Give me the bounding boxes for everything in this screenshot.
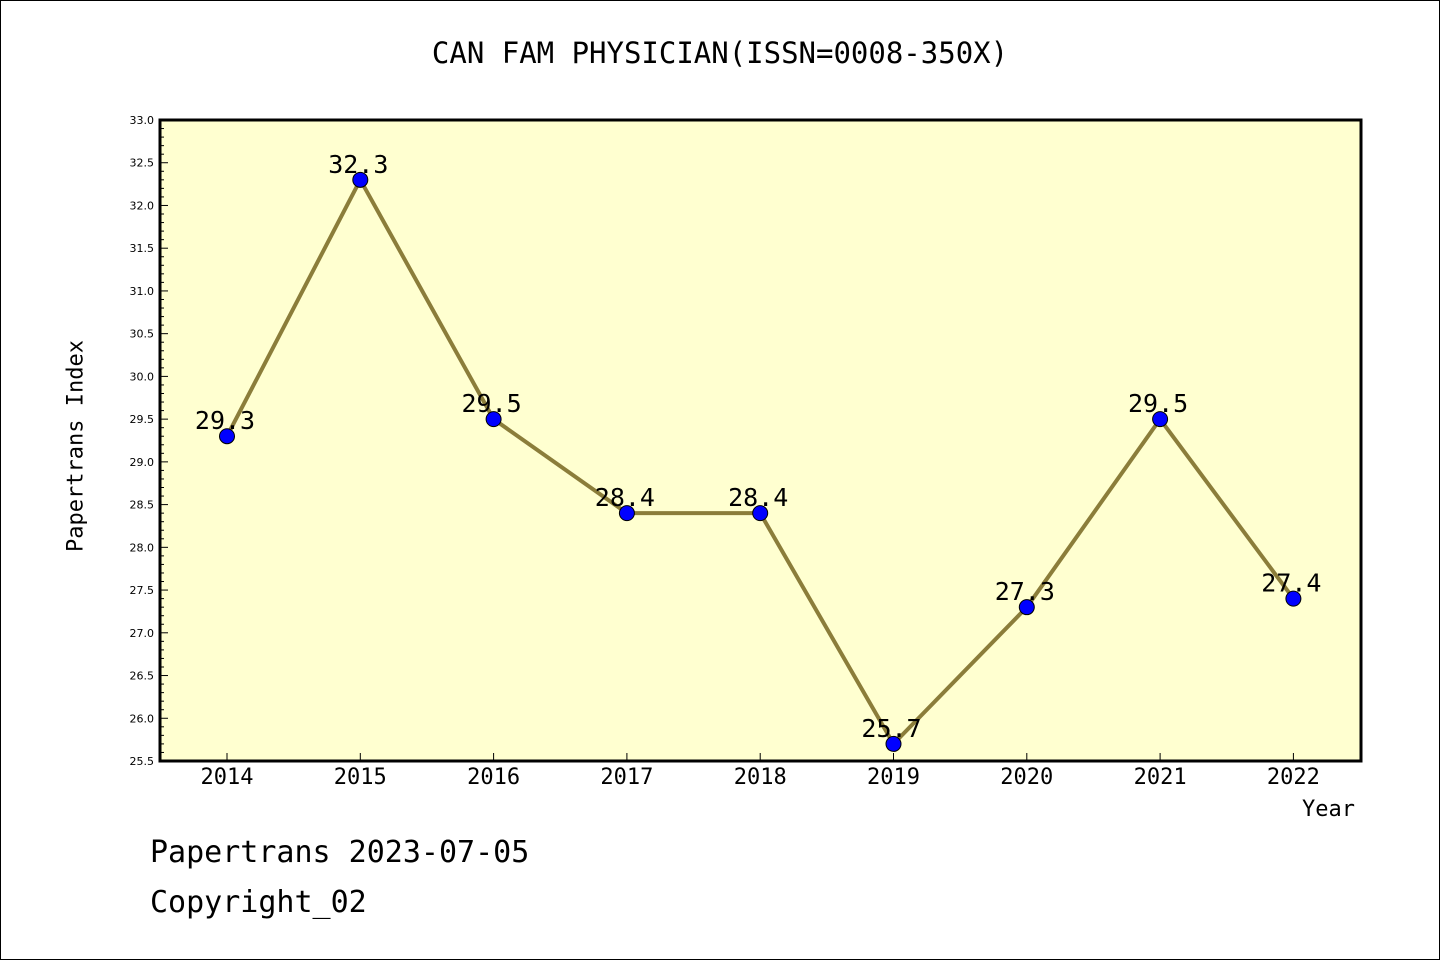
chart-title: CAN FAM PHYSICIAN(ISSN=0008-350X) <box>431 36 1009 70</box>
y-tick-label: 30.5 <box>130 328 155 341</box>
data-label: 32.3 <box>328 150 388 179</box>
data-point <box>485 411 502 428</box>
y-tick-label: 25.5 <box>130 755 155 768</box>
x-tick-label: 2021 <box>1134 765 1187 790</box>
y-tick-label: 29.0 <box>130 456 155 469</box>
data-label: 27.4 <box>1261 569 1321 598</box>
x-tick-label: 2020 <box>1000 765 1053 790</box>
footer-copyright: Copyright_02 <box>150 885 367 920</box>
y-tick-label: 28.5 <box>130 499 155 512</box>
x-axis-label: Year <box>1302 797 1355 822</box>
data-label: 29.3 <box>195 406 255 435</box>
plot-border <box>158 118 1363 763</box>
y-tick-label: 32.0 <box>130 199 155 212</box>
y-tick-label: 27.0 <box>130 627 155 640</box>
data-label: 25.7 <box>861 714 921 743</box>
y-tick-label: 33.0 <box>130 114 155 127</box>
data-point <box>219 428 235 445</box>
data-point <box>1018 599 1035 616</box>
y-tick-label: 26.0 <box>130 712 155 725</box>
x-tick-label: 2022 <box>1267 765 1320 790</box>
x-tick-label: 2017 <box>600 765 653 790</box>
y-tick-label: 29.5 <box>130 413 155 426</box>
x-tick-label: 2015 <box>334 765 387 790</box>
data-label: 29.5 <box>461 389 521 418</box>
data-label: 27.3 <box>995 577 1055 606</box>
y-tick-label: 27.5 <box>130 584 155 597</box>
data-point <box>1285 590 1302 607</box>
x-tick-label: 2014 <box>201 765 254 790</box>
y-tick-label: 28.0 <box>130 541 155 554</box>
data-label: 28.4 <box>728 483 788 512</box>
y-tick-label: 32.5 <box>130 157 155 170</box>
y-tick-label: 31.0 <box>130 285 155 298</box>
data-point <box>885 735 902 752</box>
data-label: 28.4 <box>595 483 655 512</box>
plot-area <box>160 120 1361 761</box>
data-point <box>1152 411 1169 428</box>
data-label: 29.5 <box>1128 389 1188 418</box>
x-tick-label: 2019 <box>867 765 920 790</box>
y-tick-label: 31.5 <box>130 242 155 255</box>
x-tick-label: 2016 <box>467 765 520 790</box>
y-tick-label: 26.5 <box>130 670 155 683</box>
data-point <box>752 505 769 522</box>
x-tick-label: 2018 <box>734 765 787 790</box>
y-axis-label: Papertrans Index <box>63 340 89 552</box>
footer-date: Papertrans 2023-07-05 <box>150 835 530 870</box>
data-point <box>352 171 369 188</box>
data-point <box>618 505 635 522</box>
y-tick-label: 30.0 <box>130 370 155 383</box>
